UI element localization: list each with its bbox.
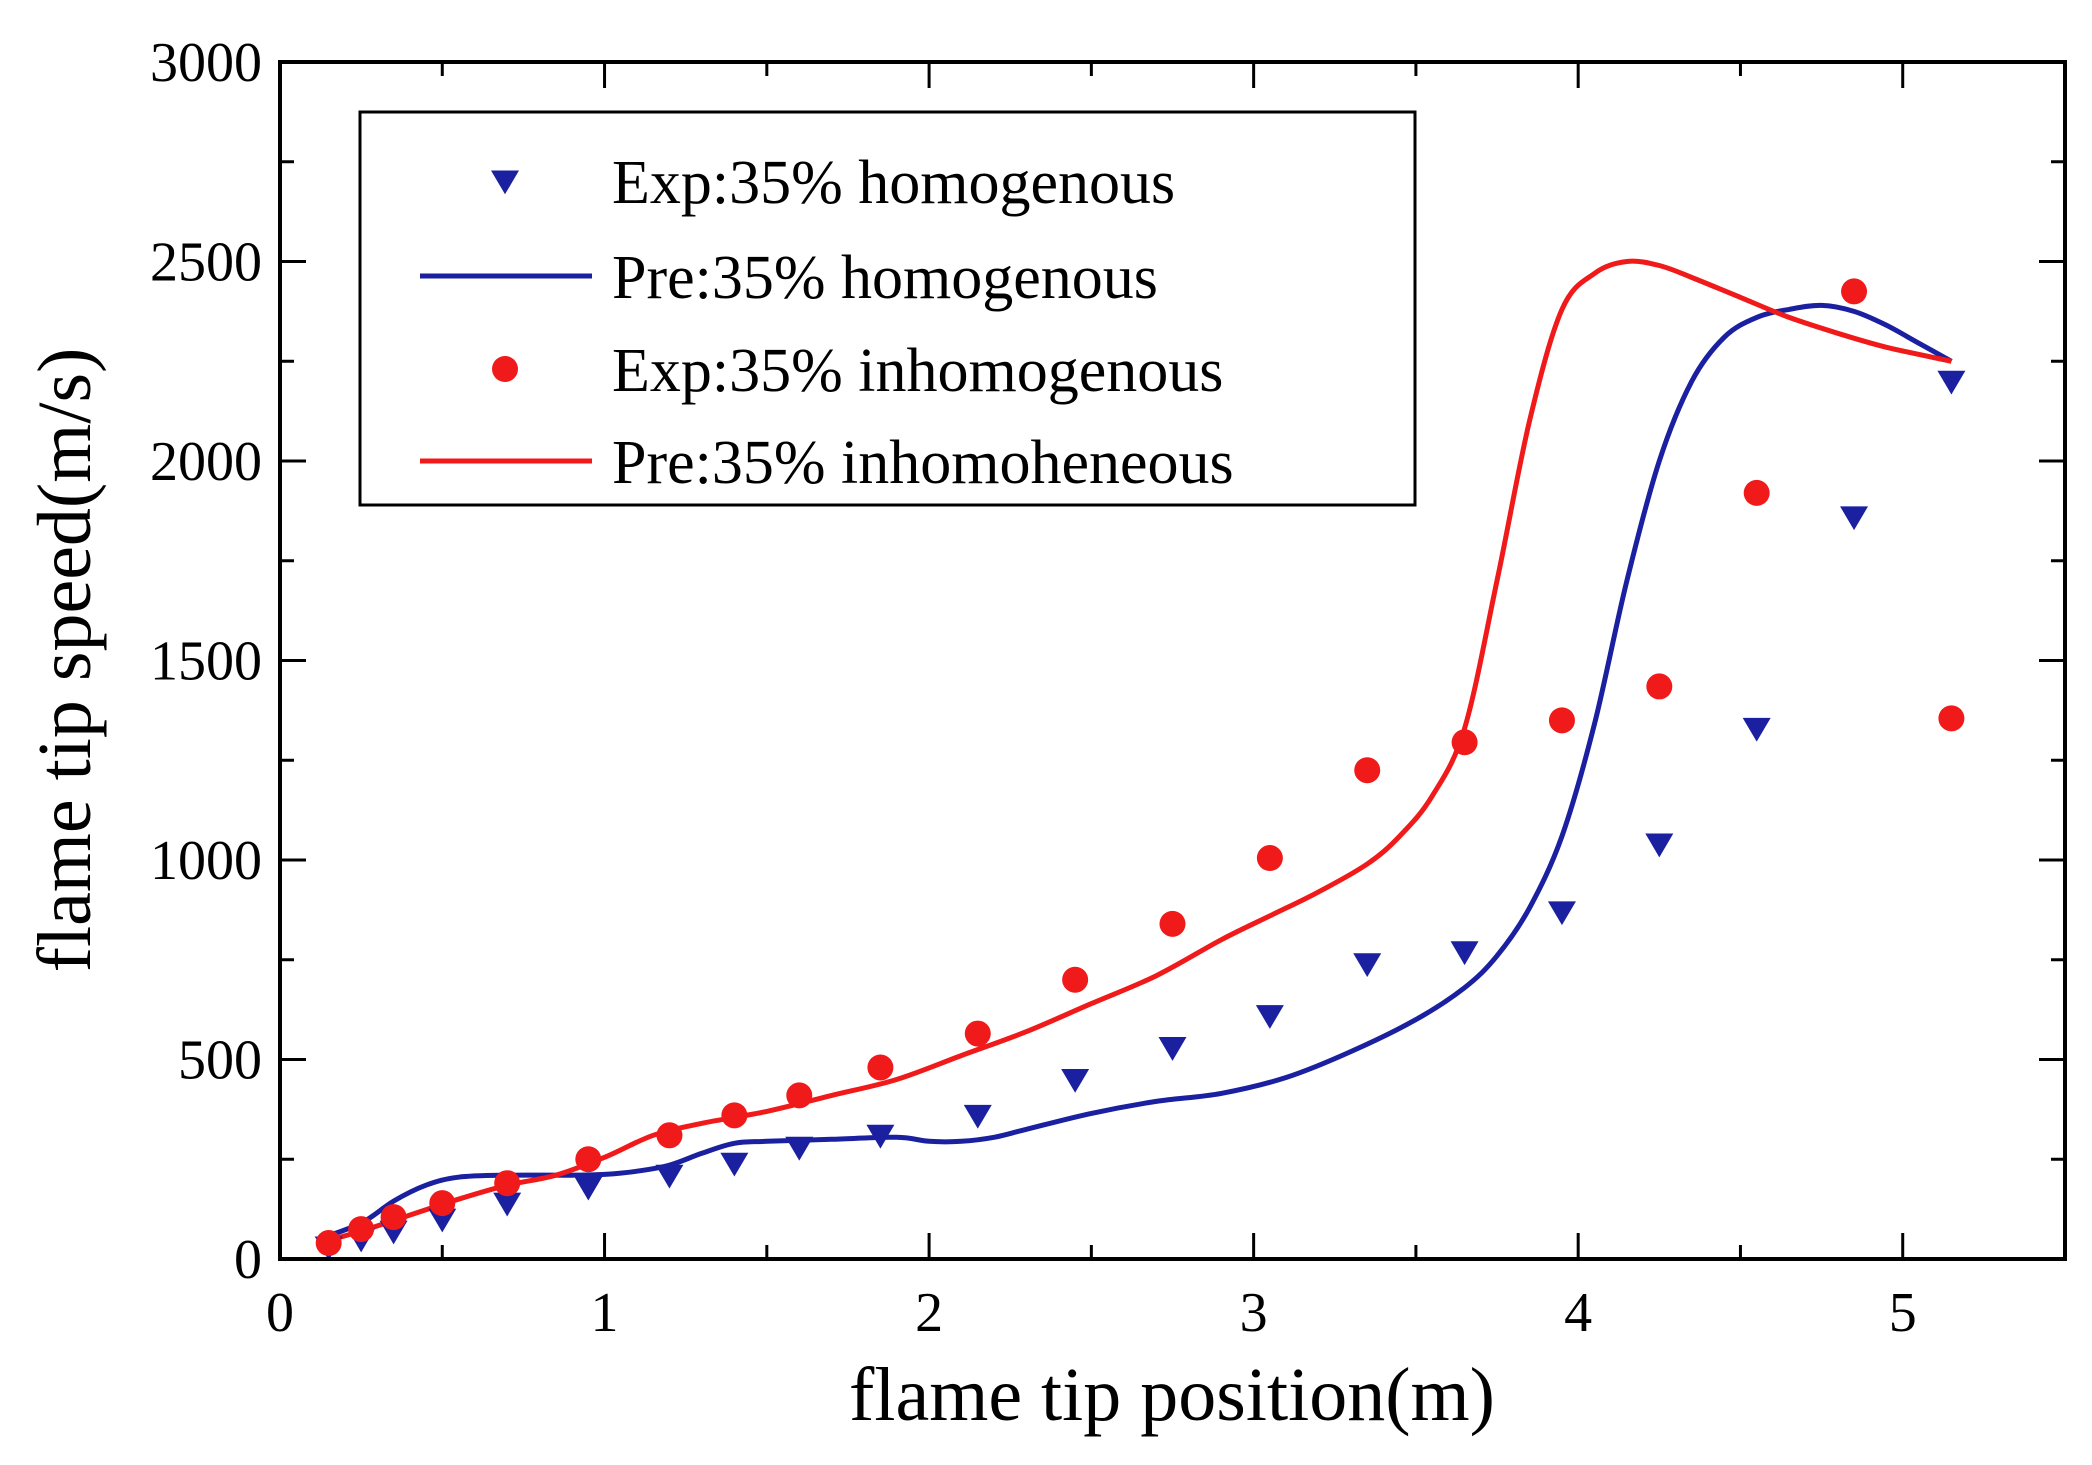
y-tick-label: 2000 bbox=[150, 431, 262, 493]
data-point-triangle bbox=[1840, 506, 1869, 531]
data-point-circle bbox=[1451, 729, 1478, 756]
y-tick-label: 500 bbox=[178, 1030, 262, 1092]
axes-layer: 0 1 2 3 4 5 0 500 1000 1500 2000 2500 3000 bbox=[150, 32, 2067, 1344]
data-point-circle bbox=[1354, 757, 1381, 784]
legend-label-1: Pre:35% homogenous bbox=[612, 244, 1158, 312]
data-point-circle bbox=[380, 1204, 407, 1231]
data-point-triangle bbox=[1061, 1068, 1090, 1093]
data-point-triangle bbox=[1255, 1005, 1284, 1029]
data-point-triangle bbox=[963, 1104, 992, 1129]
x-axis-title: flame tip position(m) bbox=[849, 1353, 1495, 1437]
y-tick-label: 0 bbox=[234, 1229, 262, 1291]
y-tick-label: 1000 bbox=[150, 830, 262, 892]
data-point-circle bbox=[1256, 845, 1283, 872]
data-point-circle bbox=[1743, 479, 1770, 506]
legend-label-0: Exp:35% homogenous bbox=[612, 149, 1175, 217]
x-tick-label: 1 bbox=[591, 1282, 619, 1344]
legend: Exp:35% homogenous Pre:35% homogenous Exp:… bbox=[358, 110, 1417, 507]
data-point-triangle bbox=[1450, 941, 1479, 966]
data-point-circle bbox=[315, 1230, 342, 1257]
data-point-triangle bbox=[1742, 717, 1771, 742]
y-tick-label: 3000 bbox=[150, 32, 262, 94]
x-tick-label: 2 bbox=[915, 1282, 943, 1344]
data-point-circle bbox=[494, 1170, 521, 1197]
data-point-triangle bbox=[720, 1152, 749, 1177]
data-point-circle bbox=[1159, 910, 1186, 937]
x-tick-label: 0 bbox=[266, 1282, 294, 1344]
data-point-triangle bbox=[1353, 953, 1382, 978]
legend-box bbox=[358, 110, 1417, 507]
data-point-circle bbox=[721, 1102, 748, 1129]
data-point-circle bbox=[1938, 705, 1965, 732]
y-axis-title: flame tip speed(m/s) bbox=[23, 348, 107, 973]
legend-label-2: Exp:35% inhomogenous bbox=[612, 337, 1223, 405]
data-point-triangle bbox=[574, 1176, 603, 1201]
data-point-triangle bbox=[1645, 833, 1674, 858]
x-tick-label: 3 bbox=[1240, 1282, 1268, 1344]
data-point-triangle bbox=[866, 1124, 895, 1149]
data-point-circle bbox=[348, 1216, 375, 1243]
data-point-circle bbox=[1646, 673, 1673, 700]
data-point-triangle bbox=[785, 1136, 814, 1161]
legend-label-3: Pre:35% inhomoheneous bbox=[612, 429, 1234, 497]
plot-layer bbox=[314, 258, 1966, 1261]
data-point-circle bbox=[1841, 278, 1868, 305]
series-line-3 bbox=[318, 258, 1952, 1246]
data-point-circle bbox=[964, 1020, 991, 1047]
data-point-circle bbox=[786, 1082, 813, 1109]
data-point-triangle bbox=[1547, 901, 1576, 926]
x-tick-label: 5 bbox=[1889, 1282, 1917, 1344]
data-point-triangle bbox=[1158, 1037, 1187, 1061]
y-tick-label: 2500 bbox=[150, 232, 262, 294]
data-point-circle bbox=[575, 1146, 602, 1173]
y-tick-label: 1500 bbox=[150, 631, 262, 693]
data-point-triangle bbox=[493, 1192, 522, 1217]
legend-marker-circle bbox=[492, 356, 518, 382]
data-point-triangle bbox=[655, 1164, 684, 1189]
data-point-triangle bbox=[1937, 370, 1966, 395]
data-point-circle bbox=[656, 1122, 683, 1149]
legend-marker-triangle bbox=[491, 170, 519, 195]
data-point-circle bbox=[867, 1054, 894, 1081]
data-point-circle bbox=[429, 1190, 456, 1217]
data-point-circle bbox=[1548, 707, 1575, 734]
data-point-triangle bbox=[428, 1208, 457, 1233]
series-line-1 bbox=[318, 302, 1953, 1242]
data-point-circle bbox=[1062, 966, 1089, 993]
x-tick-label: 4 bbox=[1564, 1282, 1592, 1344]
